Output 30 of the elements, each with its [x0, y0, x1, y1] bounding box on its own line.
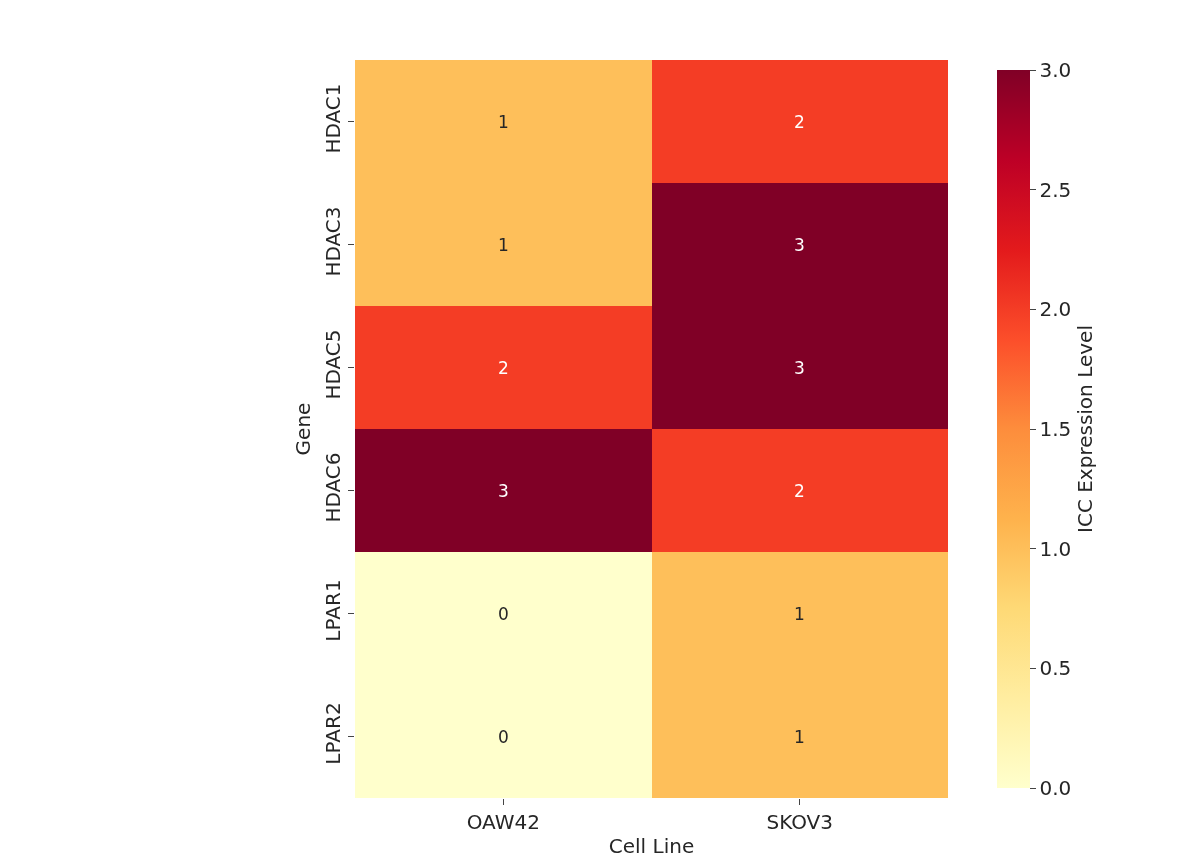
y-tick-label: HDAC3	[321, 206, 345, 277]
color-bar-label: 2.5	[1039, 177, 1072, 202]
y-tick-label: LPAR1	[321, 579, 345, 642]
x-tick-label: SKOV3	[766, 810, 834, 834]
color-bar-label: 1.0	[1039, 536, 1072, 561]
data-label: 3	[794, 235, 805, 255]
y-tick-label: HDAC5	[321, 329, 345, 400]
y-axis-title: Gene	[290, 402, 315, 456]
data-label: 1	[794, 727, 805, 747]
data-label: 1	[498, 112, 509, 132]
data-label: 1	[794, 604, 805, 624]
color-bar-label: 3.0	[1039, 58, 1072, 82]
y-tick-label: HDAC6	[321, 452, 345, 523]
color-bar-label: 1.5	[1039, 417, 1072, 441]
data-label: 2	[794, 112, 805, 132]
x-tick-label: OAW42	[466, 810, 540, 834]
data-label: 0	[498, 727, 509, 747]
data-label: 0	[498, 604, 509, 624]
x-axis-title: Cell Line	[608, 833, 695, 858]
y-tick-label: HDAC1	[321, 83, 345, 154]
data-label: 2	[794, 481, 805, 501]
data-label: 1	[498, 235, 509, 255]
data-label: 3	[794, 358, 805, 378]
y-tick-label: LPAR2	[321, 702, 345, 765]
color-bar-label: 2.0	[1039, 297, 1072, 322]
data-label: 3	[498, 481, 509, 501]
color-bar-label: 0.5	[1039, 656, 1072, 681]
color-bar-label: 0.0	[1039, 776, 1072, 800]
data-label: 2	[498, 358, 509, 378]
color-bar-title: ICC Expression Level	[1073, 325, 1098, 533]
